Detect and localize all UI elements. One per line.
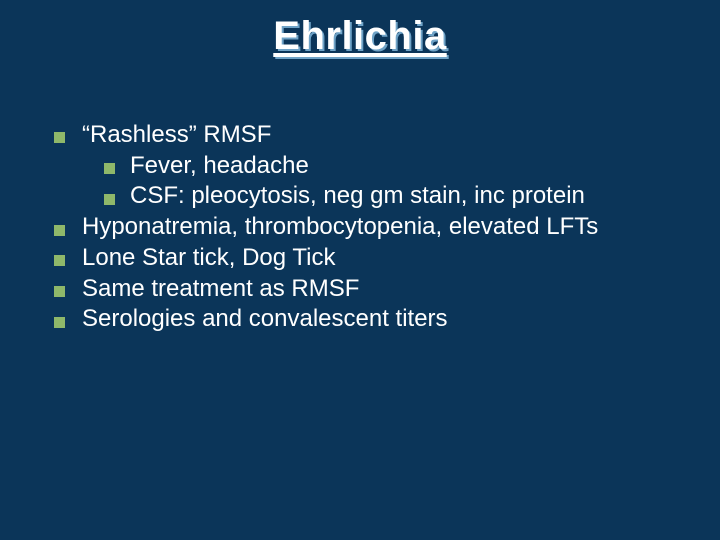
list-item-text: Lone Star tick, Dog Tick (82, 244, 335, 271)
list-item: “Rashless” RMSF Fever, headache CSF: ple… (54, 120, 680, 212)
list-item: Hyponatremia, thrombocytopenia, elevated… (54, 212, 680, 243)
bullet-sublist: Fever, headache CSF: pleocytosis, neg gm… (104, 151, 680, 212)
title-container: Ehrlichia (0, 0, 720, 59)
bullet-list: “Rashless” RMSF Fever, headache CSF: ple… (54, 120, 680, 335)
list-item-text: CSF: pleocytosis, neg gm stain, inc prot… (130, 182, 585, 209)
list-item-text: Same treatment as RMSF (82, 275, 359, 302)
list-item: Same treatment as RMSF (54, 274, 680, 305)
list-item: Serologies and convalescent titers (54, 304, 680, 335)
bullet-icon (54, 255, 65, 266)
slide-body: “Rashless” RMSF Fever, headache CSF: ple… (54, 120, 680, 335)
list-item-text: Serologies and convalescent titers (82, 305, 448, 332)
bullet-icon (54, 286, 65, 297)
list-item-text: Fever, headache (130, 152, 309, 179)
bullet-icon (104, 163, 115, 174)
list-item: CSF: pleocytosis, neg gm stain, inc prot… (104, 181, 680, 212)
list-item: Lone Star tick, Dog Tick (54, 243, 680, 274)
list-item-text: “Rashless” RMSF (82, 121, 271, 148)
slide: Ehrlichia “Rashless” RMSF Fever, headach… (0, 0, 720, 540)
bullet-icon (54, 225, 65, 236)
list-item: Fever, headache (104, 151, 680, 182)
bullet-icon (54, 132, 65, 143)
bullet-icon (54, 317, 65, 328)
list-item-text: Hyponatremia, thrombocytopenia, elevated… (82, 213, 598, 240)
slide-title: Ehrlichia (273, 14, 446, 59)
bullet-icon (104, 194, 115, 205)
